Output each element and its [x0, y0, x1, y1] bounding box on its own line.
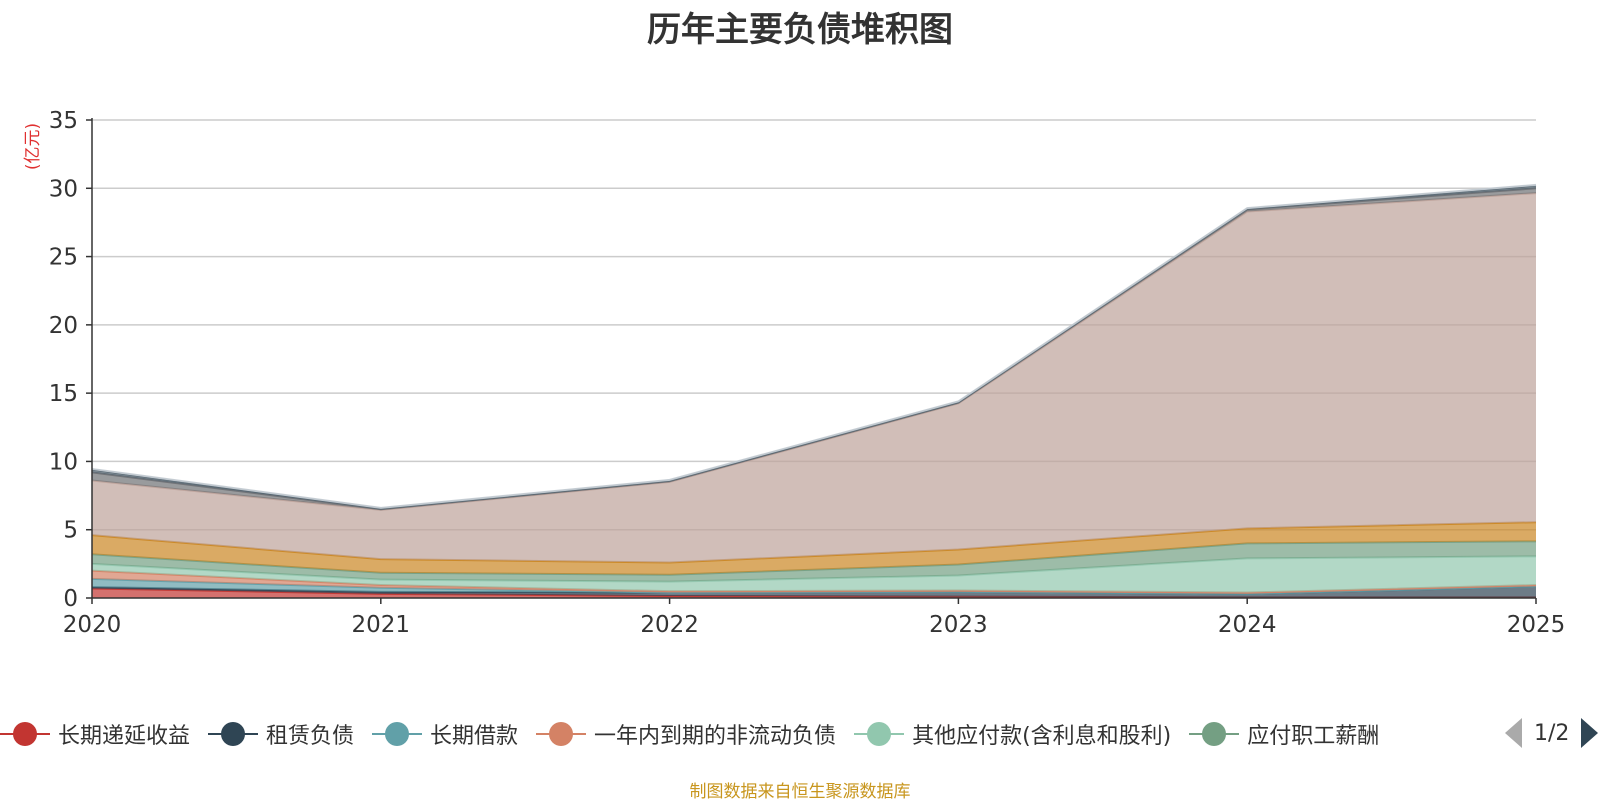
legend-item[interactable]: 一年内到期的非流动负债: [536, 718, 836, 750]
area-series-2: [92, 578, 1536, 594]
legend: 长期递延收益 租赁负债 长期借款 一年内到期的非流动负债 其他应付款(含利息和股利) 应付…: [0, 717, 1485, 751]
area-series-0: [92, 588, 1536, 598]
area-series-7: [92, 193, 1536, 563]
area-series-4: [92, 556, 1536, 593]
legend-item[interactable]: 租赁负债: [208, 718, 354, 750]
legend-item[interactable]: 应付职工薪酬: [1189, 718, 1379, 750]
area-line-series-10: [91, 183, 1537, 509]
legend-marker-icon: [208, 721, 259, 747]
data-source-note: 制图数据来自恒生聚源数据库: [689, 782, 911, 802]
legend-prev-arrow-icon[interactable]: [1505, 718, 1522, 748]
x-tick-label: 2022: [640, 612, 699, 638]
y-tick-label: 25: [49, 245, 78, 271]
legend-next-arrow-icon[interactable]: [1581, 718, 1599, 748]
x-tick-label: 2020: [63, 612, 122, 638]
y-tick-label: 30: [49, 176, 78, 202]
legend-item[interactable]: 其他应付款(含利息和股利): [854, 718, 1171, 750]
stacked-areas: [91, 183, 1537, 599]
x-tick-label: 2021: [352, 612, 411, 638]
legend-marker-icon: [854, 721, 905, 747]
area-series-3: [92, 570, 1536, 594]
area-series-1: [92, 586, 1536, 598]
x-tick-label: 2025: [1507, 612, 1566, 638]
chart-title: 历年主要负债堆积图: [647, 10, 953, 50]
legend-pager: 1/2: [1505, 718, 1599, 748]
legend-label: 长期借款: [430, 724, 519, 749]
legend-marker-icon: [1189, 721, 1240, 747]
legend-label: 一年内到期的非流动负债: [594, 724, 837, 749]
legend-page-indicator: 1/2: [1534, 720, 1570, 746]
legend-item[interactable]: 长期借款: [372, 718, 518, 750]
y-tick-label: 10: [49, 449, 78, 475]
y-tick-label: 15: [49, 381, 78, 407]
legend-marker-icon: [372, 721, 423, 747]
x-tick-label: 2024: [1218, 612, 1277, 638]
legend-marker-icon: [536, 721, 587, 747]
legend-item[interactable]: 长期递延收益: [0, 718, 190, 750]
legend-label: 其他应付款(含利息和股利): [912, 724, 1172, 749]
y-tick-label: 35: [49, 108, 78, 134]
legend-label: 应付职工薪酬: [1247, 724, 1380, 749]
x-tick-label: 2023: [929, 612, 988, 638]
y-tick-label: 5: [63, 518, 78, 544]
area-series-6: [92, 522, 1536, 575]
y-tick-label: 0: [63, 586, 78, 612]
legend-label: 租赁负债: [266, 724, 355, 749]
area-series-5: [92, 541, 1536, 582]
legend-label: 长期递延收益: [58, 724, 191, 749]
legend-marker-icon: [0, 721, 50, 747]
y-tick-label: 20: [49, 313, 78, 339]
